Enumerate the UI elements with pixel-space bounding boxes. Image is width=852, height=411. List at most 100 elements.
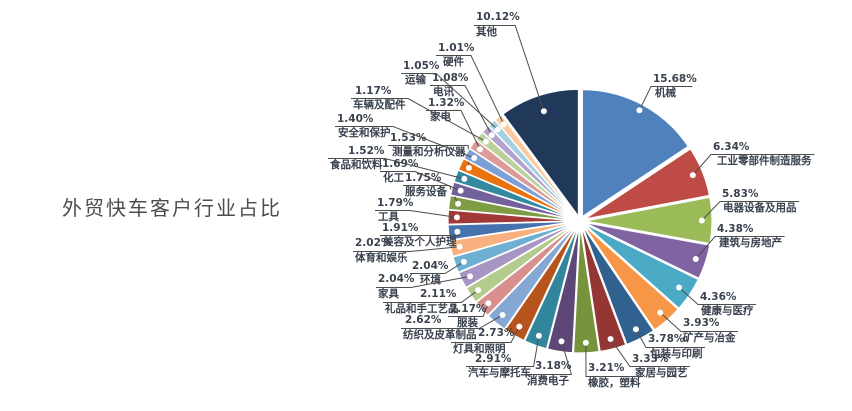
pie-slice <box>584 148 711 220</box>
slice-percent-label: 1.91% <box>382 222 419 234</box>
slice-percent-label: 1.17% <box>355 85 392 97</box>
slice-percent-label: 1.32% <box>428 97 465 109</box>
slice-percent-label: 1.52% <box>348 145 385 157</box>
slice-percent-label: 2.04% <box>412 260 449 272</box>
leader-line <box>525 341 573 375</box>
leader-line <box>353 246 460 252</box>
pie-slice <box>475 223 577 317</box>
slice-name-label: 电讯 <box>433 85 454 98</box>
leader-dot <box>453 214 460 221</box>
leader-dot <box>632 326 639 333</box>
slice-name-label: 服装 <box>457 316 478 329</box>
leader-line <box>376 275 471 288</box>
slice-name-label: 美容及个人护理 <box>383 235 457 248</box>
slice-name-label: 环境 <box>420 273 441 286</box>
slice-name-label: 车辆及配件 <box>353 98 406 111</box>
slice-percent-label: 2.91% <box>475 353 512 365</box>
slice-name-label: 汽车与摩托车 <box>468 366 531 379</box>
slice-name-label: 健康与医疗 <box>701 304 754 317</box>
slice-name-label: 其他 <box>476 25 497 38</box>
slice-name-label: 工业零部件制造服务 <box>717 154 812 167</box>
leader-dot <box>456 243 463 250</box>
leader-dot <box>476 146 483 153</box>
leader-dot <box>500 121 507 128</box>
slice-percent-label: 1.08% <box>432 72 469 84</box>
leader-line <box>401 314 503 329</box>
leader-dot <box>692 255 699 262</box>
slice-name-label: 矿产与冶金 <box>683 331 736 344</box>
leader-line <box>436 55 505 125</box>
leader-line <box>701 201 800 221</box>
leader-line <box>351 98 487 143</box>
slice-name-label: 家居与园艺 <box>635 366 688 379</box>
slice-name-label: 硬件 <box>443 55 464 68</box>
slice-percent-label: 5.83% <box>722 188 759 200</box>
leader-line <box>678 287 756 305</box>
pie-slice <box>487 224 578 331</box>
leader-dot <box>455 200 462 207</box>
leader-dot <box>558 338 565 345</box>
slice-name-label: 家具 <box>378 287 399 300</box>
slice-percent-label: 3.33% <box>632 353 669 365</box>
slice-name-label: 安全和保护 <box>338 126 391 139</box>
pie-slice <box>546 225 580 354</box>
slice-percent-label: 2.11% <box>420 288 457 300</box>
slice-name-label: 食品和饮料 <box>329 158 383 171</box>
slice-percent-label: 3.21% <box>588 362 625 374</box>
pie-slice <box>452 222 576 274</box>
slice-percent-label: 1.01% <box>438 42 475 54</box>
slice-percent-label: 4.38% <box>717 223 754 235</box>
leader-dot <box>607 335 614 342</box>
slice-percent-label: 4.36% <box>700 291 737 303</box>
leader-dot <box>454 228 461 235</box>
pie-slice <box>457 222 576 289</box>
leader-dot <box>636 107 643 114</box>
slice-name-label: 橡胶，塑料 <box>588 376 641 389</box>
leader-dot <box>465 164 472 171</box>
leader-dot <box>494 126 501 133</box>
leader-dot <box>467 273 474 280</box>
slice-name-label: 建筑与房地产 <box>718 236 782 249</box>
leader-dot <box>676 284 683 291</box>
slice-percent-label: 2.17% <box>450 303 487 315</box>
slice-name-label: 服务设备 <box>405 185 447 198</box>
slice-percent-label: 10.12% <box>476 11 520 23</box>
leader-line <box>335 126 475 159</box>
slice-percent-label: 1.75% <box>405 172 442 184</box>
leader-line <box>659 312 738 332</box>
pie-slice <box>580 225 627 353</box>
leader-dot <box>499 312 506 319</box>
leader-dot <box>535 332 542 339</box>
leader-line <box>585 342 643 377</box>
slice-name-label: 运输 <box>405 73 426 86</box>
slice-name-label: 电器设备及用品 <box>723 201 797 214</box>
slice-name-label: 机械 <box>655 86 676 99</box>
slice-name-label: 化工 <box>383 171 404 184</box>
leader-dot <box>582 339 589 346</box>
pie-slice <box>523 225 579 350</box>
slice-name-label: 消费电子 <box>527 374 569 387</box>
chart-title: 外贸快车客户行业占比 <box>62 196 282 220</box>
slice-name-label: 工具 <box>378 211 399 223</box>
slice-percent-label: 3.78% <box>648 333 685 345</box>
leader-dot <box>657 309 664 316</box>
slice-percent-label: 1.53% <box>390 132 427 144</box>
pie-slice <box>582 224 679 331</box>
pie-slice <box>584 196 713 245</box>
leader-dot <box>460 258 467 265</box>
leader-line <box>410 261 465 274</box>
slice-name-label: 包装与印刷 <box>650 347 703 360</box>
leader-dot <box>689 172 696 179</box>
slice-percent-label: 1.05% <box>403 60 440 72</box>
leader-line <box>430 85 493 136</box>
leader-line <box>692 154 815 176</box>
slice-percent-label: 3.18% <box>535 360 572 372</box>
leader-dot <box>485 300 492 307</box>
slice-percent-label: 2.62% <box>405 314 442 326</box>
leader-dot <box>488 132 495 139</box>
slice-name-label: 灯具和照明 <box>453 342 506 355</box>
leader-dot <box>698 217 705 224</box>
leader-line <box>638 86 693 111</box>
pie-slice <box>584 221 711 280</box>
